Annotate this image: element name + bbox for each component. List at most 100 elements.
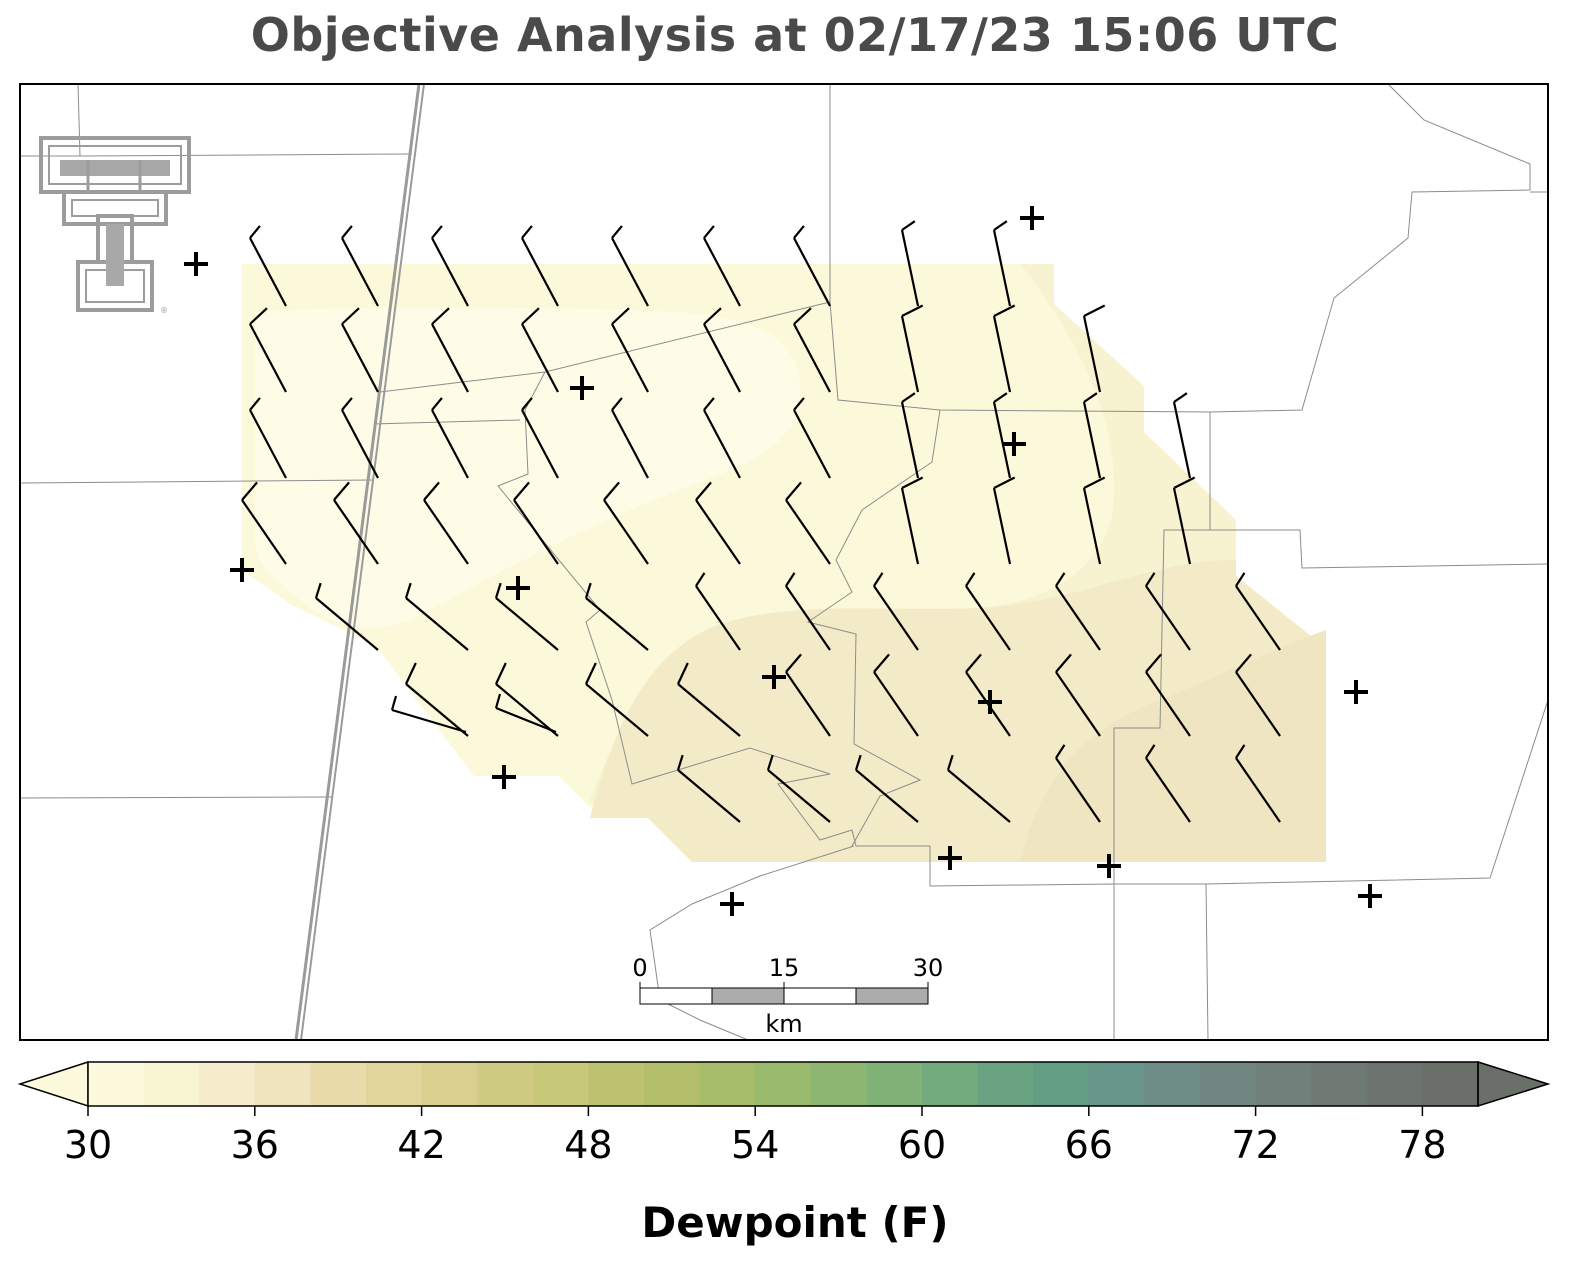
colorbar-tick-label: 54 [731,1123,779,1167]
wind-barb-flag [584,582,592,599]
wind-barb-flag [1173,476,1196,489]
wind-barb-staff [391,708,467,734]
wind-barb-staff [611,323,649,393]
wind-barb-staff [785,499,831,565]
wind-barb-flag [965,653,982,673]
wind-barb-flag [494,693,502,709]
colorbar-cell [254,1062,311,1106]
state-boundary [294,84,425,1040]
wind-barb-flag [1083,476,1106,489]
wind-barb-staff [495,683,559,737]
wind-barb-flag [901,476,924,489]
colorbar-tick-label: 72 [1231,1123,1279,1167]
colorbar-tick-label: 30 [64,1123,112,1167]
wind-barb-flag [993,304,1016,317]
wind-barb-flag [241,481,258,501]
wind-barb-flag [431,225,443,239]
wind-barb-flag [431,397,443,411]
wind-barb-flag [1235,744,1246,759]
colorbar-cell [1033,1062,1090,1106]
wind-barb-flag [521,397,533,411]
wind-barb-flag [611,397,623,411]
wind-barb-staff [405,597,469,651]
wind-barb-staff [249,237,287,307]
wind-barb-flag [993,476,1016,489]
colorbar-cells [88,1062,1479,1106]
wind-barb-staff [1172,487,1192,565]
wind-barb-flag [901,304,924,317]
wind-barb-staff [315,597,379,651]
wind-barb-staff [241,499,287,565]
wind-barb-flag [703,397,715,411]
wind-barb-staff [855,769,919,823]
scale-bar: 0 15 30 km [632,954,943,1038]
wind-barb-flag [404,582,412,599]
wind-barb-staff [1145,757,1191,823]
wind-barb-staff [785,585,831,651]
wind-barb-flag [611,225,623,239]
wind-barb-staff [1145,671,1191,737]
wind-barb-flag [1145,653,1162,673]
colorbar-cell [477,1062,534,1106]
colorbar-cell [644,1062,701,1106]
colorbar-cell [1422,1062,1479,1106]
wind-barb-flag [405,662,417,685]
wind-barb-flag [249,397,261,411]
wind-barb-staff [900,229,920,307]
wind-barb-flag [341,307,360,325]
station-marker [1020,206,1044,230]
wind-barb-flag [521,307,540,325]
wind-barb-staff [677,769,741,823]
station-marker [570,376,594,400]
wind-barb-staff [900,315,920,393]
wind-barb-flag [793,225,805,239]
wind-barb-staff [873,671,919,737]
scale-unit-label: km [765,1010,802,1038]
wind-barb-flag [494,582,502,599]
wind-barbs [241,220,1281,823]
wind-barb-staff [249,409,287,479]
wind-barb-flag [793,397,805,411]
wind-barb-flag [495,662,507,685]
colorbar-cell [922,1062,979,1106]
wind-barb-staff [521,237,559,307]
wind-barb-staff [703,323,741,393]
wind-barb-flag [521,225,533,239]
wind-barb-flag [513,481,530,501]
wind-barb-staff [695,585,741,651]
wind-barb-staff [992,401,1012,479]
wind-barb-flag [703,307,722,325]
wind-barb-flag [585,662,597,685]
texas-tech-double-t-logo: ® [39,136,191,315]
wind-barb-staff [1082,401,1102,479]
colorbar-cell [699,1062,756,1106]
wind-barb-flag [695,572,706,587]
wind-barb-staff [947,769,1011,823]
wind-barb-staff [785,671,831,737]
scale-segment [639,987,713,1005]
wind-barb-flag [676,754,684,771]
wind-barb-flag [677,662,689,685]
wind-barb-staff [793,323,831,393]
wind-barb-flag [249,225,261,239]
wind-barb-staff [1055,585,1101,651]
wind-barb-staff [703,409,741,479]
wind-barb-staff [585,597,649,651]
colorbar-cell [1255,1062,1312,1106]
wind-barb-staff [677,683,741,737]
colorbar-tick-label: 60 [898,1123,946,1167]
wind-barb-staff [513,499,559,565]
wind-barb-flag [785,653,802,673]
colorbar-cell [977,1062,1034,1106]
colorbar-ticks: 30 36 42 48 54 60 66 72 78 [64,1106,1447,1167]
wind-barb-staff [405,683,469,737]
wind-barb-staff [431,409,469,479]
colorbar-cell [866,1062,923,1106]
wind-barb-flag [341,397,353,411]
wind-barb-staff [603,499,649,565]
colorbar-cell [1144,1062,1201,1106]
wind-barb-flag [1083,304,1106,317]
wind-barb-flag [695,481,712,501]
wind-barb-flag [766,754,774,771]
